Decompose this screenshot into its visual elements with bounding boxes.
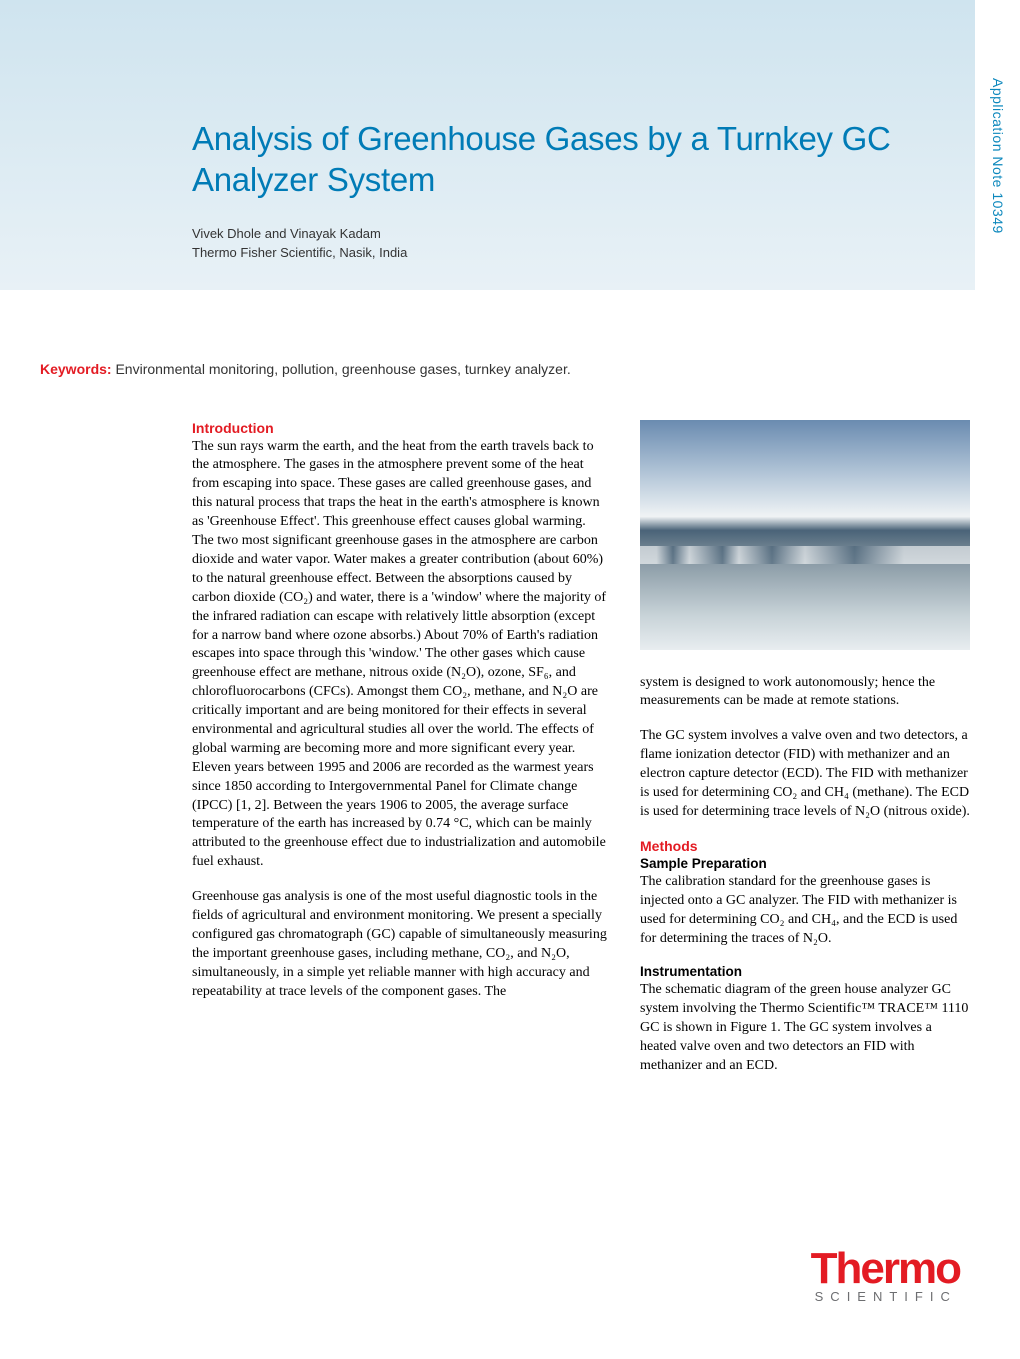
right-paragraph-1: system is designed to work autonomously;… <box>640 674 970 712</box>
side-note-label: Application Note 10349 <box>990 78 1006 234</box>
authors-names: Vivek Dhole and Vinayak Kadam <box>192 225 407 244</box>
logo-scientific-text: SCIENTIFIC <box>815 1289 960 1304</box>
sample-prep-paragraph: The calibration standard for the greenho… <box>640 873 970 949</box>
right-column: system is designed to work autonomously;… <box>640 420 970 1092</box>
keywords-line: Keywords: Environmental monitoring, poll… <box>40 360 600 380</box>
instrumentation-paragraph: The schematic diagram of the green house… <box>640 981 970 1075</box>
logo-thermo-text: Thermo <box>811 1250 960 1287</box>
authors-block: Vivek Dhole and Vinayak Kadam Thermo Fis… <box>192 225 407 263</box>
heading-methods: Methods <box>640 838 970 854</box>
keywords-text: Environmental monitoring, pollution, gre… <box>112 361 571 377</box>
left-column: Introduction The sun rays warm the earth… <box>192 420 610 1092</box>
subheading-instrumentation: Instrumentation <box>640 964 970 979</box>
intro-paragraph-2: Greenhouse gas analysis is one of the mo… <box>192 888 610 1001</box>
subheading-sample-prep: Sample Preparation <box>640 856 970 871</box>
keywords-label: Keywords: <box>40 361 112 377</box>
brand-logo: Thermo SCIENTIFIC <box>811 1250 960 1304</box>
document-title: Analysis of Greenhouse Gases by a Turnke… <box>192 118 892 201</box>
two-column-layout: Introduction The sun rays warm the earth… <box>40 420 970 1092</box>
authors-affiliation: Thermo Fisher Scientific, Nasik, India <box>192 244 407 263</box>
intro-paragraph-1: The sun rays warm the earth, and the hea… <box>192 438 610 872</box>
hero-landscape-image <box>640 420 970 650</box>
right-paragraph-2: The GC system involves a valve oven and … <box>640 727 970 821</box>
heading-introduction: Introduction <box>192 420 610 436</box>
content-area: Keywords: Environmental monitoring, poll… <box>40 360 970 1309</box>
